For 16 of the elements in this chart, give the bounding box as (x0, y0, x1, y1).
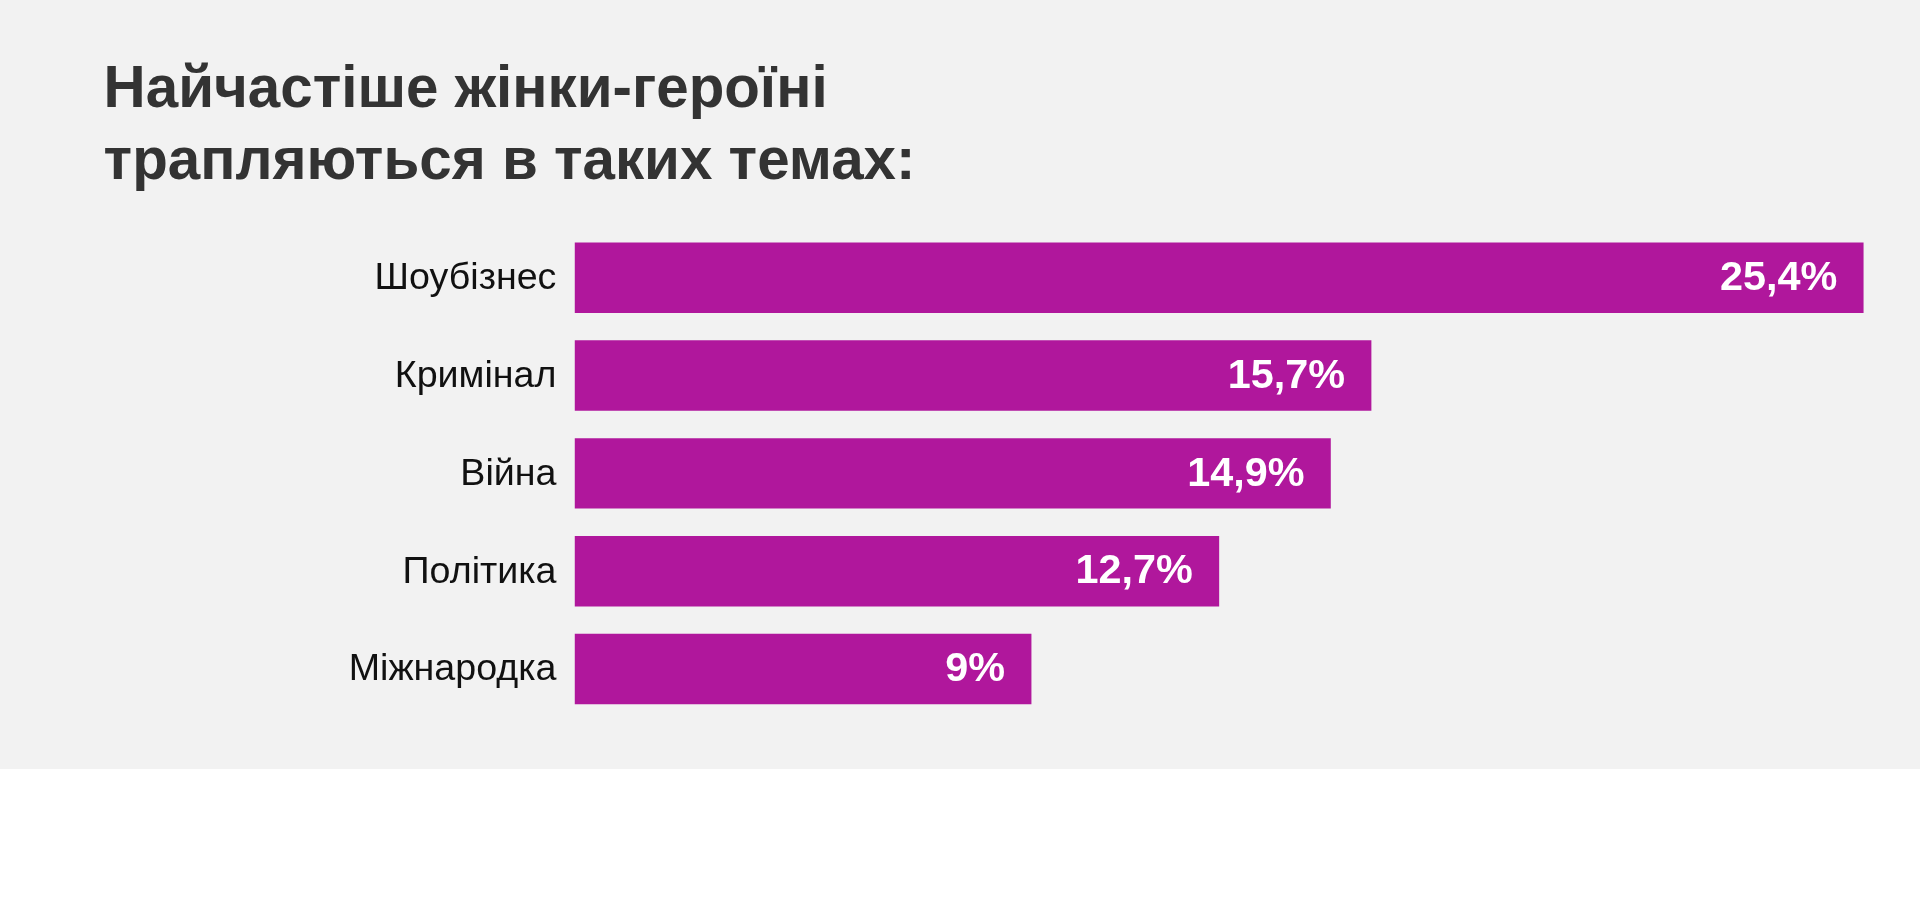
y-tick-label: Кримінал (394, 352, 557, 395)
data-label: 15,7% (1227, 350, 1346, 397)
y-tick-label: Політика (402, 548, 557, 591)
data-label: 12,7% (1075, 546, 1193, 593)
chart-title: Найчастіше жінки-героїні трапляються в таких темах: (103, 54, 916, 191)
bar (574, 633, 1032, 705)
data-label: 9% (945, 644, 1006, 691)
bar (574, 438, 1331, 509)
y-tick-label: Війна (460, 450, 557, 493)
data-label: 25,4% (1719, 252, 1838, 299)
y-tick-label: Шоубізнес (374, 255, 557, 298)
y-tick-label: Міжнародка (348, 646, 557, 689)
bar (574, 340, 1372, 411)
bar (574, 536, 1220, 607)
data-label: 14,9% (1187, 448, 1305, 495)
bar (574, 242, 1864, 313)
